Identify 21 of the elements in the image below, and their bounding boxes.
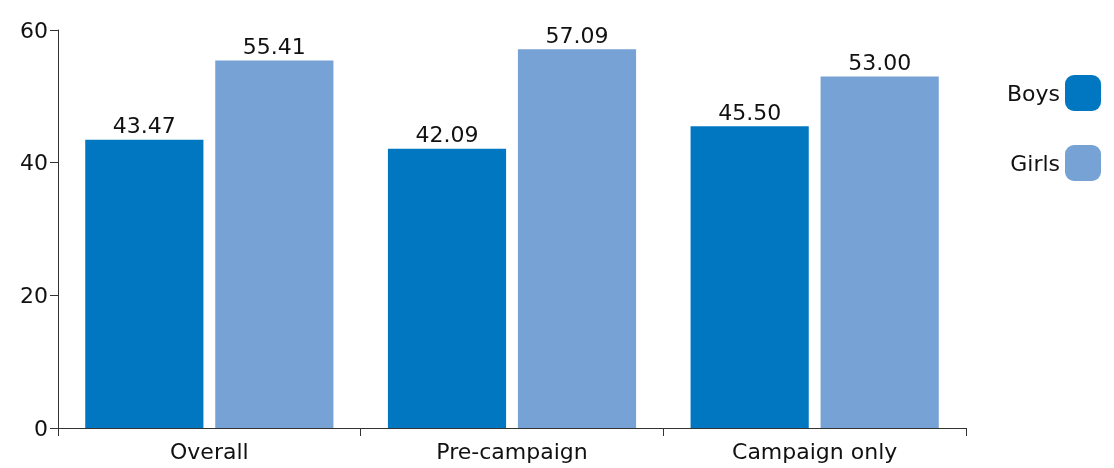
bar	[690, 126, 809, 428]
y-tick-label: 0	[34, 415, 48, 441]
data-label: 55.41	[242, 33, 306, 59]
data-label: 57.09	[545, 22, 609, 48]
data-label: 45.50	[718, 99, 782, 125]
data-label: 42.09	[415, 122, 479, 148]
x-tick-label: Overall	[170, 438, 249, 464]
data-label: 43.47	[112, 113, 176, 139]
y-tick-label: 20	[20, 282, 48, 308]
bar	[85, 139, 204, 428]
x-tick-label: Pre-campaign	[436, 438, 588, 464]
bar	[387, 148, 507, 428]
x-tick-label: Campaign only	[732, 438, 898, 464]
legend-label: Girls	[1010, 150, 1060, 176]
bar	[820, 76, 939, 428]
bar	[517, 49, 637, 428]
bar	[215, 60, 334, 428]
y-tick-label: 40	[20, 150, 48, 176]
legend-label: Boys	[1006, 80, 1060, 106]
y-tick-label: 60	[20, 17, 48, 43]
data-label: 53.00	[848, 49, 912, 75]
